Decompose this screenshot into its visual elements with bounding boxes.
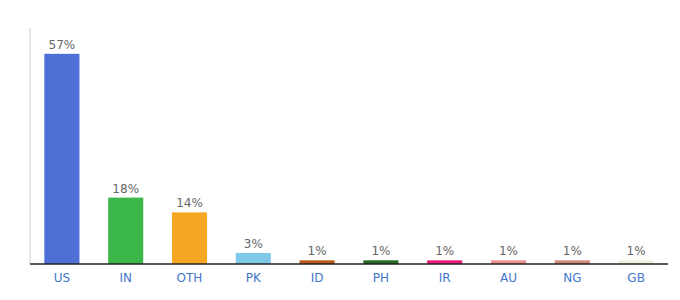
data-label: 1% (563, 244, 582, 258)
x-tick-label: GB (627, 271, 645, 285)
data-label: 1% (435, 244, 454, 258)
data-label: 14% (176, 196, 203, 210)
x-tick-label: IR (439, 271, 451, 285)
x-tick-label: US (54, 271, 70, 285)
chart: 57% 18% 14% 3% 1% 1% 1% 1% 1% 1% US IN OTH PK ID PH IR AU… (0, 0, 680, 300)
data-label: 1% (627, 244, 646, 258)
y-axis-line (30, 28, 31, 264)
data-label: 1% (371, 244, 390, 258)
data-label: 3% (244, 237, 263, 251)
x-tick-label: IN (119, 271, 132, 285)
data-label: 57% (49, 38, 76, 52)
bars (44, 54, 653, 264)
data-label: 1% (499, 244, 518, 258)
data-label: 18% (112, 182, 139, 196)
x-axis-line (30, 263, 668, 265)
x-tick-label: AU (500, 271, 517, 285)
bar (236, 253, 271, 264)
bar (172, 212, 207, 264)
x-tick-label: ID (311, 271, 324, 285)
x-tick-label: NG (563, 271, 581, 285)
bar (108, 198, 143, 264)
x-tick-label: PH (373, 271, 389, 285)
bar (44, 54, 79, 264)
data-label: 1% (308, 244, 327, 258)
chart-container: 57% 18% 14% 3% 1% 1% 1% 1% 1% 1% US IN OTH PK ID PH IR AU… (0, 0, 680, 300)
x-tick-label: PK (246, 271, 262, 285)
x-tick-label: OTH (177, 271, 203, 285)
